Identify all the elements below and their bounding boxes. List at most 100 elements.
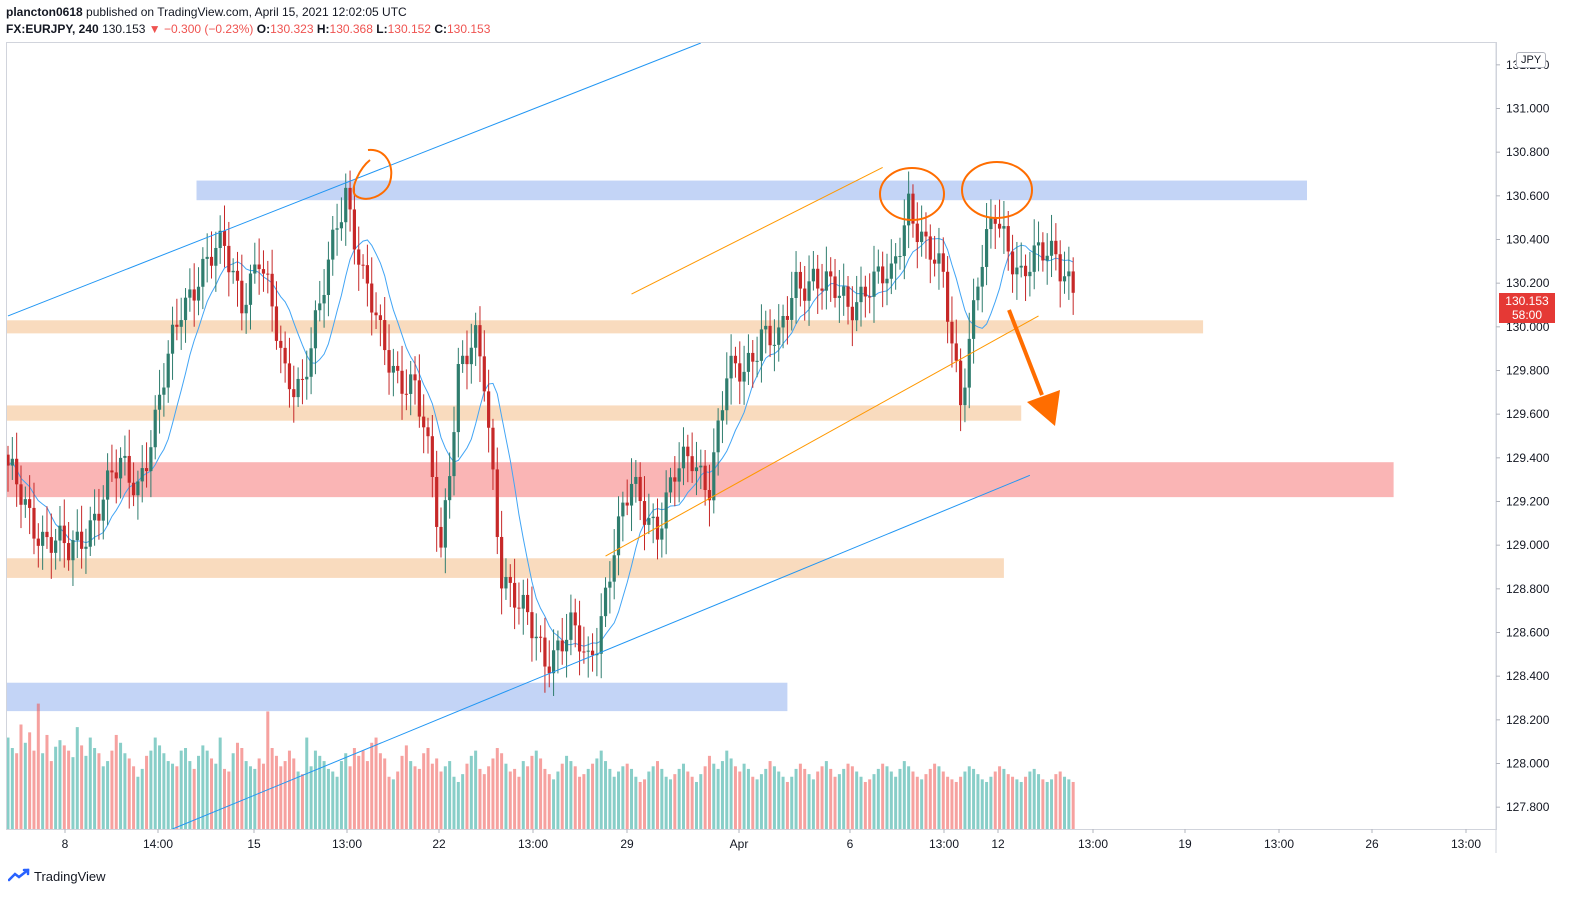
candle-body (19, 484, 23, 505)
volume-bar (318, 755, 322, 829)
candle-body (266, 273, 270, 275)
volume-bar (335, 776, 339, 829)
volume-bar (604, 761, 608, 829)
price-tick-label: 130.000 (1506, 320, 1550, 334)
volume-bar (71, 757, 75, 829)
volume-bar (67, 750, 71, 829)
candle-body (868, 296, 872, 298)
candle-body (833, 276, 837, 298)
candle-body (153, 409, 157, 448)
candle-body (1045, 255, 1049, 261)
candle-body (149, 447, 153, 472)
volume-bar (270, 748, 274, 829)
volume-bar (140, 768, 144, 829)
time-tick-label: 19 (1178, 837, 1192, 851)
footer-brand[interactable]: TradingView (8, 868, 106, 884)
volume-bar (158, 745, 162, 829)
candle-body (863, 286, 867, 297)
volume-bar (404, 745, 408, 829)
price-tick-label: 128.400 (1506, 669, 1550, 683)
volume-bar (49, 761, 53, 829)
candle-body (664, 492, 668, 529)
trendline-upper-blue (7, 43, 701, 317)
candle-body (954, 343, 958, 361)
volume-bar (686, 771, 690, 829)
candle-body (292, 389, 296, 398)
volume-bar (54, 746, 58, 829)
candle-body (482, 356, 486, 392)
volume-bar (305, 737, 309, 829)
open-value: 130.323 (270, 22, 314, 36)
candle-body (612, 555, 616, 582)
candle-body (144, 468, 149, 472)
price-tick-label: 128.600 (1506, 626, 1550, 640)
volume-bar (591, 763, 595, 829)
candle-body (603, 587, 608, 617)
zone-demand-129.6 (7, 405, 1022, 421)
volume-bar (253, 768, 257, 829)
symbol-label: FX:EURJPY, 240 (6, 22, 99, 36)
volume-bar (287, 750, 291, 829)
candle-body (439, 526, 443, 548)
volume-bar (933, 763, 937, 829)
candle-body (677, 468, 681, 482)
candle-body (889, 263, 893, 279)
candle-body (166, 353, 170, 388)
candle-body (335, 228, 339, 230)
price-change: −0.300 (−0.23%) (164, 22, 254, 36)
candle-body (80, 531, 84, 549)
candle-body (435, 476, 439, 527)
currency-badge[interactable]: JPY (1516, 52, 1547, 68)
candle-body (127, 455, 131, 483)
candle-body (318, 303, 322, 311)
volume-bar (681, 763, 685, 829)
volume-bar (370, 742, 374, 829)
candle-body (1062, 276, 1067, 282)
volume-bar (751, 776, 755, 829)
candle-body (478, 325, 482, 357)
candle-body (876, 266, 880, 272)
volume-bar (868, 779, 872, 829)
volume-bar (1045, 781, 1049, 829)
candle-body (751, 352, 755, 362)
author-name[interactable]: plancton0618 (6, 5, 83, 19)
candle-body (1023, 265, 1028, 277)
volume-bar (569, 761, 573, 829)
candle-body (816, 268, 820, 289)
volume-bar (565, 755, 569, 829)
candle-body (123, 455, 127, 458)
candle-body (322, 294, 326, 304)
volume-bar (409, 761, 413, 829)
candle-body (1054, 240, 1058, 255)
candle-body (443, 500, 447, 548)
volume-bar (725, 750, 729, 829)
volume-bar (863, 781, 867, 829)
volume-bar (227, 771, 231, 829)
candle-body (941, 253, 945, 272)
candle-body (188, 289, 192, 298)
time-axis: 8 14:00 15 13:00 22 13:00 29 Apr 6 13:00 12 13:00 19… (62, 829, 1481, 851)
candle-body (1028, 271, 1032, 277)
volume-bar (963, 771, 967, 829)
volume-bar (881, 763, 885, 829)
candle-body (28, 499, 32, 508)
volume-bar (837, 774, 841, 829)
volume-bar (378, 753, 382, 829)
candle-body (564, 639, 569, 652)
volume-bar (396, 771, 400, 829)
candle-body (733, 355, 738, 364)
volume-bar (508, 771, 512, 829)
volume-bar (794, 768, 798, 829)
volume-bar (417, 768, 421, 829)
volume-bar (435, 758, 439, 829)
candle-body (101, 499, 105, 521)
candle-body (517, 607, 521, 609)
volume-bar (668, 779, 672, 829)
volume-bar (742, 763, 746, 829)
volume-bar (387, 776, 391, 829)
candle-body (209, 256, 214, 266)
volume-bar (374, 737, 378, 829)
candle-body (88, 520, 92, 547)
volume-bar (656, 761, 659, 829)
